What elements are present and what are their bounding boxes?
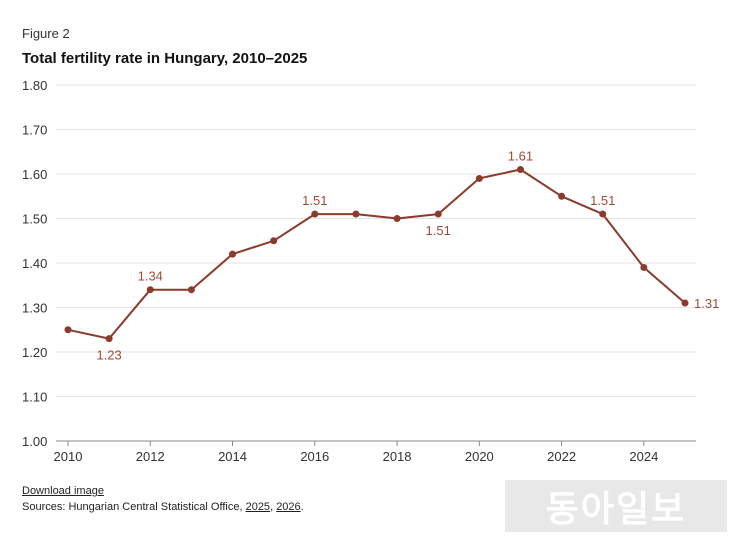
data-point <box>311 210 319 218</box>
watermark-logo: 동아일보 <box>505 480 727 532</box>
data-label: 1.23 <box>96 348 121 363</box>
x-tick-label: 2020 <box>465 449 494 464</box>
y-tick-label: 1.60 <box>22 167 47 182</box>
source-link-2026[interactable]: 2026 <box>276 501 301 513</box>
data-label: 1.51 <box>302 193 327 208</box>
download-image-link[interactable]: Download image <box>22 485 104 497</box>
x-tick-label: 2010 <box>54 449 83 464</box>
data-point <box>352 210 360 218</box>
figure-label: Figure 2 <box>22 26 70 41</box>
data-point <box>187 286 195 294</box>
data-point <box>146 286 154 294</box>
data-point <box>558 192 566 200</box>
y-tick-label: 1.30 <box>22 301 47 316</box>
data-point <box>599 210 607 218</box>
y-tick-label: 1.80 <box>22 78 47 93</box>
data-point <box>475 174 483 182</box>
data-label: 1.34 <box>138 269 163 284</box>
data-point <box>516 166 524 174</box>
data-label: 1.51 <box>426 223 451 238</box>
sources-separator: , <box>270 501 277 513</box>
x-tick-label: 2016 <box>300 449 329 464</box>
sources-suffix: . <box>300 501 304 513</box>
y-tick-label: 1.40 <box>22 256 47 271</box>
data-point <box>270 237 278 245</box>
data-point <box>105 335 113 343</box>
data-point <box>393 215 401 222</box>
data-label: 1.31 <box>694 296 719 311</box>
y-tick-label: 1.20 <box>22 345 47 360</box>
data-label: 1.61 <box>508 149 533 164</box>
x-tick-label: 2014 <box>218 449 247 464</box>
x-tick-label: 2012 <box>136 449 165 464</box>
x-tick-label: 2024 <box>629 449 658 464</box>
x-tick-label: 2022 <box>547 449 576 464</box>
data-point <box>229 250 237 258</box>
y-tick-label: 1.50 <box>22 212 47 227</box>
data-point <box>434 210 442 218</box>
data-label: 1.51 <box>590 193 615 208</box>
chart-title: Total fertility rate in Hungary, 2010–20… <box>22 50 308 67</box>
line-chart: 1.00 1.10 1.20 1.30 1.40 1.50 1.60 1.70 1.80 2010… <box>22 78 719 464</box>
series-line <box>67 168 686 340</box>
y-tick-label: 1.70 <box>22 123 47 138</box>
data-point <box>64 326 72 334</box>
sources-note: Sources: Hungarian Central Statistical O… <box>22 501 304 513</box>
sources-prefix: Sources: Hungarian Central Statistical O… <box>22 501 246 513</box>
source-link-2025[interactable]: 2025 <box>245 501 271 513</box>
y-tick-label: 1.10 <box>22 390 47 405</box>
x-tick-label: 2018 <box>383 449 412 464</box>
data-point <box>640 263 648 271</box>
data-point <box>681 299 689 307</box>
y-tick-label: 1.00 <box>22 434 47 449</box>
